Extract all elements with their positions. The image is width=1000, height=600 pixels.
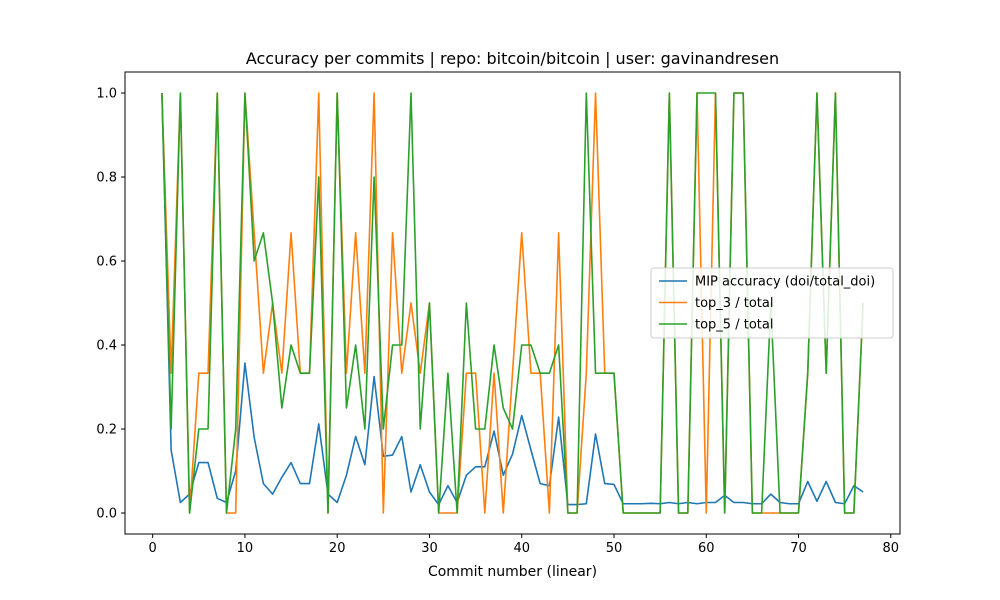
x-tick-label: 0 <box>149 541 157 556</box>
series-line-1 <box>161 92 864 506</box>
x-tick-label: 20 <box>329 541 346 556</box>
y-tick-label: 0.8 <box>96 171 117 186</box>
y-axis: 0.0 0.2 0.4 0.6 0.8 1.0 <box>96 87 125 522</box>
x-tick-label: 10 <box>237 541 254 556</box>
series-line-3 <box>161 92 864 514</box>
plot-lines <box>161 92 864 514</box>
legend-label-3: top_5 / total <box>695 318 773 333</box>
y-tick-label: 0.4 <box>96 339 117 354</box>
legend-label-2: top_3 / total <box>695 296 773 311</box>
x-tick-label: 30 <box>421 541 438 556</box>
y-tick-label: 0.6 <box>96 255 117 270</box>
y-tick-label: 0.0 <box>96 507 117 522</box>
x-axis-label: Commit number (linear) <box>428 564 597 580</box>
y-tick-label: 1.0 <box>96 87 117 102</box>
x-tick-label: 70 <box>790 541 807 556</box>
y-tick-label: 0.2 <box>96 423 117 438</box>
x-tick-label: 80 <box>883 541 900 556</box>
x-tick-label: 40 <box>513 541 530 556</box>
x-tick-label: 60 <box>698 541 715 556</box>
x-tick-label: 50 <box>606 541 623 556</box>
chart-title: Accuracy per commits | repo: bitcoin/bit… <box>246 49 779 68</box>
x-axis: 0 10 20 30 40 50 60 70 80 <box>149 534 900 556</box>
legend-label-1: MIP accuracy (doi/total_doi) <box>695 275 875 290</box>
legend: MIP accuracy (doi/total_doi) top_3 / tota… <box>650 267 894 339</box>
plot-frame <box>124 71 901 535</box>
legend-frame <box>650 267 894 339</box>
